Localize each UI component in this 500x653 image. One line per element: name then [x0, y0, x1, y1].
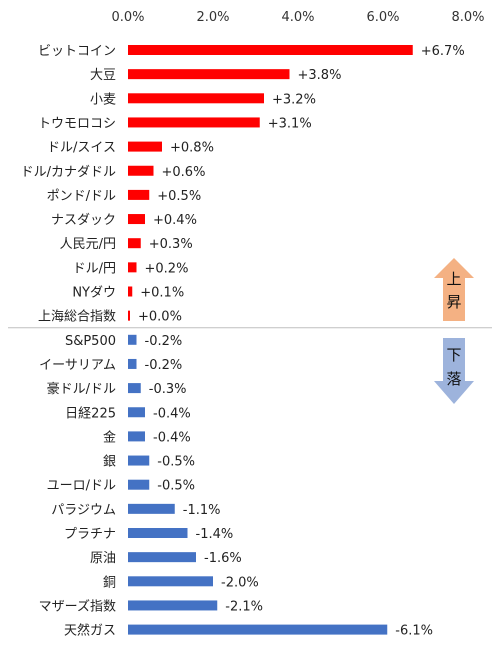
- category-label: 大豆: [90, 68, 116, 83]
- category-label: ポンド/ドル: [47, 189, 116, 204]
- value-label: -0.5%: [157, 455, 195, 470]
- category-label: 銅: [103, 575, 116, 590]
- category-label: ドル/円: [73, 261, 116, 276]
- up-arrow-char-1: 上: [446, 270, 461, 288]
- up-arrow-shape: [434, 258, 474, 321]
- category-label: 小麦: [90, 92, 116, 107]
- category-label: トウモロコシ: [38, 116, 116, 131]
- value-label: -1.6%: [204, 551, 242, 566]
- category-label: 豪ドル/ドル: [47, 381, 116, 397]
- bar: [128, 141, 162, 152]
- value-label: +0.0%: [138, 310, 182, 325]
- value-label: +0.8%: [170, 141, 214, 156]
- category-label: ドル/カナダドル: [21, 165, 116, 180]
- bar: [128, 93, 264, 104]
- value-label: -6.1%: [395, 624, 433, 639]
- category-label: 人民元/円: [60, 237, 116, 252]
- bar: [128, 528, 188, 538]
- value-label: +6.7%: [421, 44, 465, 59]
- x-tick-label: 8.0%: [451, 10, 484, 25]
- category-label: ナスダック: [51, 213, 116, 228]
- value-label: -1.4%: [196, 527, 234, 542]
- category-label: NYダウ: [72, 286, 116, 301]
- value-label: +3.1%: [268, 116, 312, 131]
- bar: [128, 69, 290, 80]
- bar: [128, 503, 175, 514]
- value-label: -1.1%: [183, 503, 221, 518]
- category-label: ドル/スイス: [47, 141, 116, 156]
- x-axis-ticks: 0.0% 2.0% 4.0% 6.0% 8.0%: [111, 10, 484, 25]
- bar: [128, 358, 137, 369]
- value-label: +3.2%: [272, 92, 316, 107]
- chart-rows: ビットコイン +6.7% 大豆 +3.8% 小麦 +3.2% トウモロコシ +3.1% ドル/ス…: [21, 44, 465, 639]
- bar: [128, 600, 218, 611]
- bar: [128, 576, 213, 587]
- x-tick-label: 4.0%: [281, 10, 314, 25]
- category-label: マザーズ指数: [39, 598, 116, 614]
- down-arrow-char-1: 下: [446, 346, 461, 364]
- bar: [128, 238, 141, 249]
- category-label: ユーロ/ドル: [47, 479, 116, 494]
- category-label: 金: [103, 429, 116, 445]
- bar: [128, 383, 141, 394]
- bar: [128, 552, 196, 563]
- category-label: 上海総合指数: [38, 310, 116, 325]
- bar: [128, 407, 145, 418]
- value-label: +0.3%: [149, 237, 193, 252]
- category-label: S&P500: [65, 334, 116, 349]
- down-arrow-char-2: 落: [446, 370, 461, 388]
- value-label: -0.4%: [153, 406, 191, 421]
- bar: [128, 479, 150, 490]
- category-label: ビットコイン: [38, 44, 116, 59]
- bar: [128, 262, 137, 273]
- category-label: パラジウム: [51, 503, 116, 518]
- value-label: -0.2%: [145, 334, 183, 349]
- value-label: -2.1%: [225, 599, 263, 614]
- value-label: -0.3%: [149, 382, 187, 397]
- value-label: +0.2%: [145, 261, 189, 276]
- bar: [128, 431, 145, 442]
- bar: [128, 334, 137, 345]
- bar: [128, 165, 154, 176]
- value-label: +0.5%: [157, 189, 201, 204]
- value-label: +0.4%: [153, 213, 197, 228]
- category-label: 日経225: [65, 406, 116, 421]
- category-label: 原油: [90, 551, 116, 566]
- up-arrow-char-2: 昇: [446, 293, 461, 311]
- value-label: -0.2%: [145, 358, 183, 373]
- bar: [128, 189, 150, 200]
- x-tick-label: 0.0%: [111, 10, 144, 25]
- bar: [128, 214, 145, 225]
- bar: [128, 310, 130, 321]
- value-label: -2.0%: [221, 575, 259, 590]
- value-label: +3.8%: [298, 68, 342, 83]
- category-label: プラチナ: [64, 527, 116, 542]
- value-label: +0.6%: [162, 165, 206, 180]
- x-tick-label: 6.0%: [366, 10, 399, 25]
- bar: [128, 117, 260, 128]
- bar: [128, 45, 413, 55]
- x-tick-label: 2.0%: [196, 10, 229, 25]
- bar: [128, 624, 388, 635]
- category-label: 天然ガス: [64, 623, 116, 639]
- bar: [128, 286, 133, 297]
- bar: [128, 455, 150, 466]
- value-label: +0.1%: [140, 286, 184, 301]
- value-label: -0.5%: [157, 479, 195, 494]
- down-arrow-shape: [434, 338, 474, 404]
- category-label: イーサリアム: [39, 358, 116, 373]
- up-arrow: 上 昇: [434, 258, 474, 321]
- category-label: 銀: [103, 455, 116, 470]
- value-label: -0.4%: [153, 430, 191, 445]
- down-arrow: 下 落: [434, 338, 474, 404]
